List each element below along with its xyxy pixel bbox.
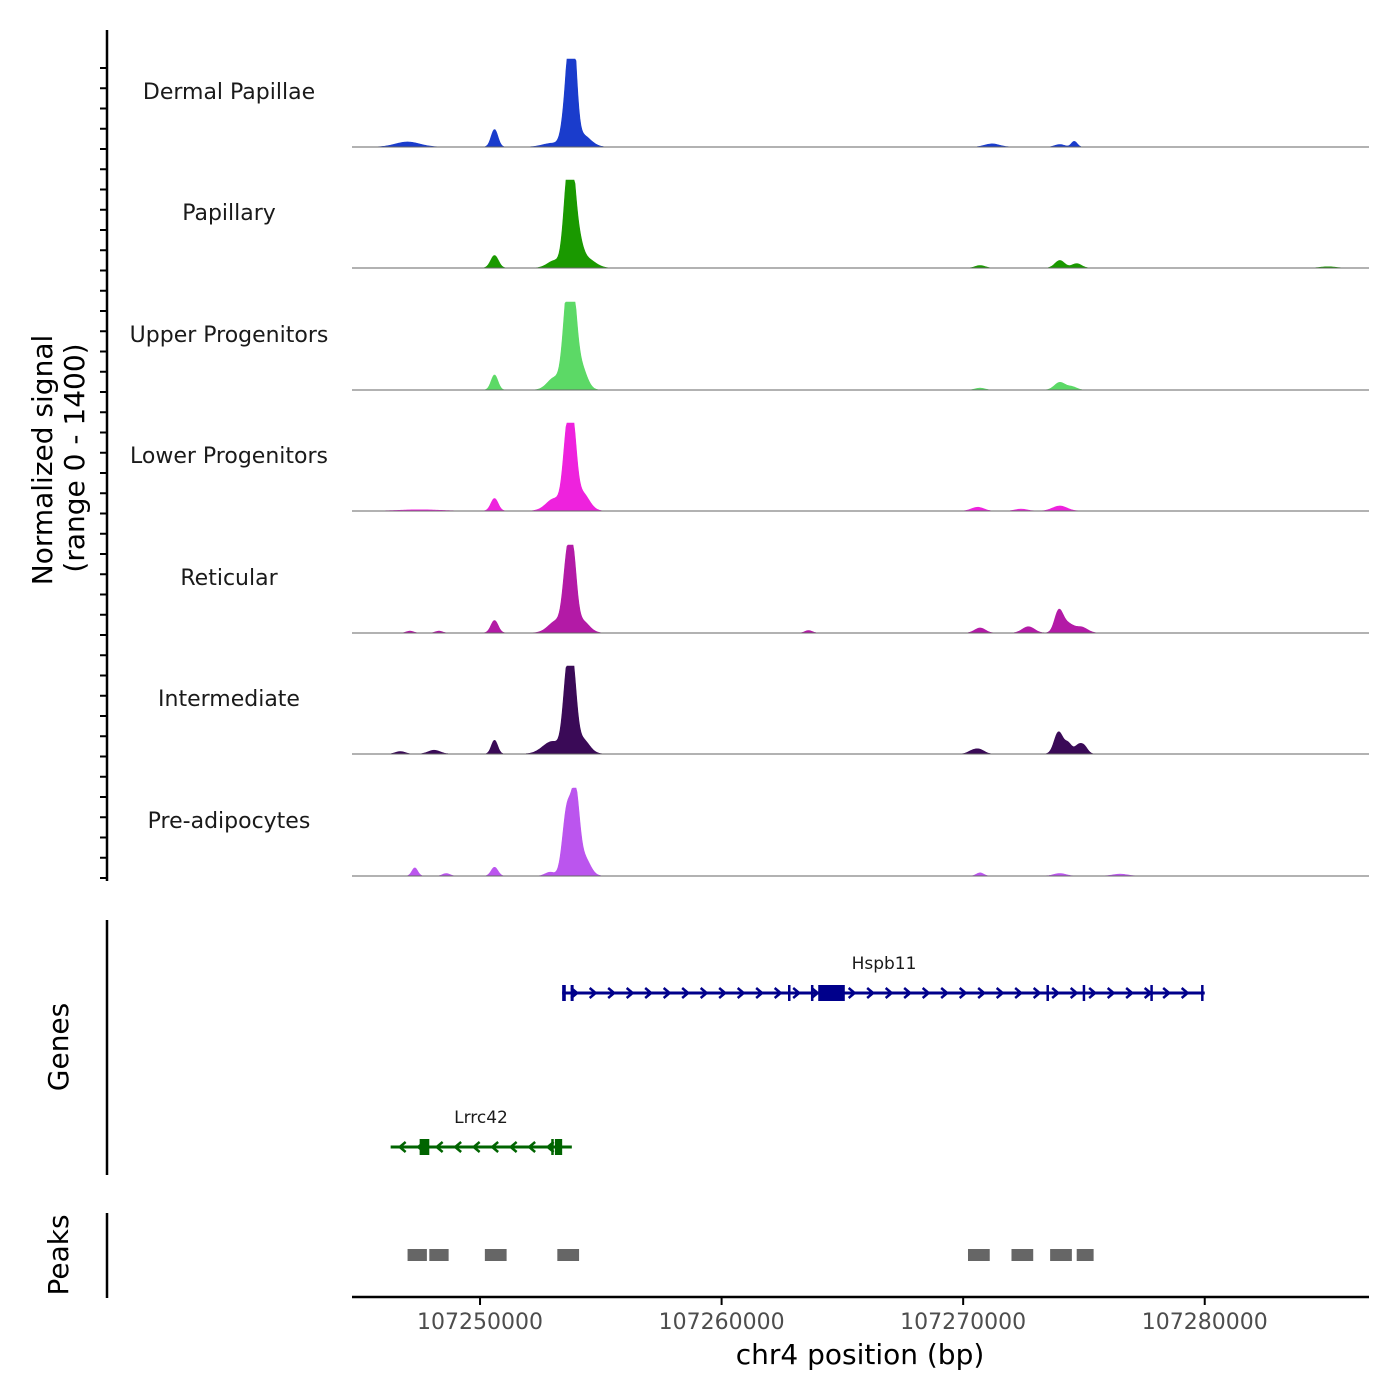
strand-arrow — [755, 987, 765, 999]
strand-arrow — [490, 1141, 499, 1153]
strand-arrow — [527, 1141, 536, 1153]
peak-region — [557, 1249, 580, 1261]
strand-arrow — [1162, 987, 1172, 999]
x-axis-ticks: 107250000 107260000 107270000 107280000 — [417, 1297, 1268, 1335]
strand-arrow — [471, 1141, 481, 1153]
peak-region — [1050, 1249, 1072, 1261]
y-axis-range: (range 0 - 1400) — [58, 343, 91, 572]
track-upper-progenitors: Upper Progenitors — [130, 301, 1369, 391]
x-tick-label: 107250000 — [417, 1310, 543, 1335]
strand-arrow — [434, 1141, 444, 1153]
gene-label: Hspb11 — [852, 954, 917, 974]
exon — [570, 985, 574, 1001]
x-tick-label: 107260000 — [659, 1310, 785, 1335]
track-label: Dermal Papillae — [143, 80, 315, 105]
signal-area — [352, 422, 1369, 512]
track-label: Upper Progenitors — [130, 323, 329, 348]
strand-arrow — [921, 987, 931, 999]
track-label: Lower Progenitors — [130, 444, 328, 469]
x-tick-label: 107270000 — [900, 1310, 1026, 1335]
strand-arrow — [1069, 987, 1079, 999]
signal-area — [352, 301, 1369, 391]
strand-arrow — [736, 987, 746, 999]
track-reticular: Reticular — [180, 544, 1369, 634]
signal-axis-ticks — [100, 67, 107, 879]
signal-area — [352, 787, 1369, 877]
strand-arrow — [1125, 987, 1135, 999]
gene-label: Lrrc42 — [454, 1108, 508, 1128]
strand-arrow — [699, 987, 709, 999]
strand-arrow — [866, 987, 876, 999]
strand-arrow — [1180, 987, 1190, 999]
peak-region — [484, 1249, 507, 1261]
gene-lrrc42: Lrrc42 — [390, 1108, 572, 1155]
x-tick-label: 107280000 — [1142, 1310, 1268, 1335]
strand-arrow — [662, 987, 672, 999]
strand-arrow — [773, 987, 783, 999]
peak-region — [967, 1249, 990, 1261]
x-axis-title: chr4 position (bp) — [736, 1338, 985, 1371]
strand-arrow — [1106, 987, 1116, 999]
strand-arrow — [903, 987, 913, 999]
strand-arrow — [681, 987, 691, 999]
peak-region — [407, 1249, 427, 1261]
exon — [554, 1139, 563, 1155]
peak-regions — [407, 1249, 1094, 1261]
strand-arrow — [1032, 987, 1042, 999]
strand-arrow — [792, 987, 802, 999]
exon — [562, 985, 566, 1001]
peaks-axis-title: Peaks — [42, 1214, 75, 1295]
strand-arrow — [847, 987, 857, 999]
track-pre-adipocytes: Pre-adipocytes — [148, 787, 1369, 877]
strand-arrow — [397, 1141, 407, 1153]
peak-region — [1076, 1249, 1094, 1261]
peak-region — [1011, 1249, 1034, 1261]
track-lower-progenitors: Lower Progenitors — [130, 422, 1369, 512]
track-label: Papillary — [182, 201, 276, 226]
strand-arrow — [508, 1141, 518, 1153]
track-label: Reticular — [180, 566, 278, 591]
strand-arrow — [1014, 987, 1024, 999]
signal-area — [352, 665, 1369, 755]
coverage-tracks: Dermal Papillae Papillary Upper Progenitor… — [130, 58, 1369, 877]
strand-arrow — [625, 987, 635, 999]
strand-arrow — [644, 987, 654, 999]
strand-arrow — [1088, 987, 1098, 999]
signal-area — [352, 58, 1369, 148]
y-axis-title: Normalized signal — [26, 335, 59, 586]
strand-arrow — [718, 987, 728, 999]
track-dermal-papillae: Dermal Papillae — [143, 58, 1369, 148]
strand-arrow — [607, 987, 617, 999]
strand-arrow — [958, 987, 968, 999]
exon — [818, 985, 845, 1001]
strand-arrow — [453, 1141, 462, 1153]
signal-area — [352, 179, 1369, 269]
strand-arrow — [995, 987, 1005, 999]
strand-arrow — [810, 987, 820, 999]
track-intermediate: Intermediate — [158, 665, 1369, 755]
strand-arrow — [884, 987, 894, 999]
track-label: Pre-adipocytes — [148, 809, 311, 834]
strand-arrow — [940, 987, 950, 999]
strand-arrow — [588, 987, 598, 999]
gene-annotations: Hspb11 Lrrc42 — [390, 954, 1205, 1155]
gene-hspb11: Hspb11 — [562, 954, 1205, 1001]
peak-region — [429, 1249, 449, 1261]
signal-area — [352, 544, 1369, 634]
track-label: Intermediate — [158, 687, 300, 712]
strand-arrow — [1051, 987, 1061, 999]
track-papillary: Papillary — [182, 179, 1369, 269]
strand-arrow — [977, 987, 987, 999]
exon — [419, 1139, 430, 1155]
genes-axis-title: Genes — [42, 1003, 75, 1091]
